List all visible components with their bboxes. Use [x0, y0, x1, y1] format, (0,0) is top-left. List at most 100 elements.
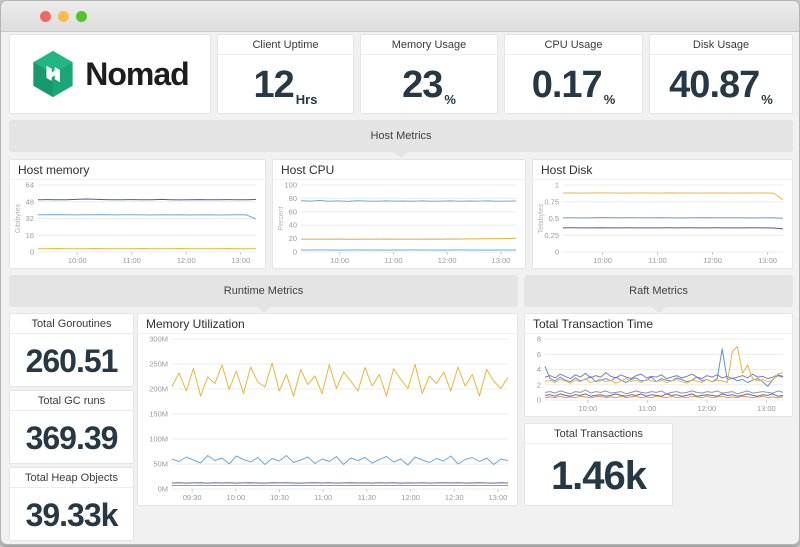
- brand-card: Nomad: [9, 34, 211, 114]
- svg-text:2: 2: [537, 380, 541, 389]
- stat-value: 40.87 %: [650, 57, 792, 113]
- svg-text:10:00: 10:00: [330, 256, 349, 265]
- stat-number: 369.39: [25, 420, 119, 456]
- chart-title: Total Transaction Time: [525, 314, 792, 334]
- nomad-logo-icon: [31, 50, 75, 98]
- minimize-window-button[interactable]: [58, 11, 69, 22]
- stat-label: Total Heap Objects: [10, 468, 133, 488]
- chart-card-memory-utilization: Memory Utilization 0M 50M 100M 150M 200M 250M…: [137, 313, 518, 506]
- svg-text:8: 8: [537, 335, 541, 344]
- stat-label: Client Uptime: [218, 35, 353, 55]
- svg-text:10:30: 10:30: [270, 493, 289, 502]
- stat-label: Disk Usage: [650, 35, 792, 55]
- svg-text:60: 60: [289, 207, 297, 216]
- brand-name: Nomad: [85, 55, 189, 92]
- svg-text:250M: 250M: [149, 360, 168, 369]
- svg-text:4: 4: [537, 365, 541, 374]
- stat-unit: %: [444, 92, 456, 107]
- svg-text:64: 64: [26, 181, 34, 190]
- stat-card-disk-usage: Disk Usage 40.87 %: [649, 34, 793, 114]
- stat-number: 39.33k: [25, 497, 119, 533]
- svg-text:200M: 200M: [149, 385, 168, 394]
- zoom-window-button[interactable]: [76, 11, 87, 22]
- stat-number: 260.51: [25, 343, 119, 379]
- svg-text:0: 0: [555, 248, 559, 257]
- stat-unit: Hrs: [295, 92, 318, 107]
- svg-text:12:00: 12:00: [177, 256, 196, 265]
- svg-text:13:00: 13:00: [758, 256, 777, 265]
- host-memory-chart-plot[interactable]: 0 16 32 48 64 Gibibytes 10:00 11:00 12:00 13:00: [12, 179, 263, 266]
- svg-text:Gibibytes: Gibibytes: [15, 203, 22, 233]
- chart-card-host-cpu: Host CPU 0 20 40 60 80 100 Percent 10:00 11:00 12…: [272, 159, 526, 269]
- stat-number: 0.17: [531, 64, 603, 106]
- stat-card-client-uptime: Client Uptime 12 Hrs: [217, 34, 354, 114]
- svg-text:Percent: Percent: [278, 206, 285, 230]
- chart-card-host-memory: Host memory 0 16 32 48 64 Gibibytes 10:00 11:00…: [9, 159, 266, 269]
- section-band-label: Runtime Metrics: [223, 285, 304, 297]
- svg-text:13:00: 13:00: [757, 404, 776, 413]
- stat-label: Total Goroutines: [10, 314, 133, 334]
- svg-text:80: 80: [289, 194, 297, 203]
- chart-title: Host CPU: [273, 160, 525, 180]
- svg-text:11:30: 11:30: [358, 493, 376, 502]
- svg-text:50M: 50M: [153, 460, 168, 469]
- svg-text:0M: 0M: [158, 485, 168, 494]
- chart-card-total-transaction-time: Total Transaction Time 0 2 4 6 8 10:00 11:00 12…: [524, 313, 793, 417]
- stat-card-memory-usage: Memory Usage 23 %: [360, 34, 498, 114]
- chart-card-host-disk: Host Disk 0 0.25 0.5 0.75 1 Tebibytes 10:00 11:…: [532, 159, 793, 269]
- svg-text:1: 1: [555, 181, 559, 190]
- chart-title: Host memory: [10, 160, 265, 180]
- stat-label: CPU Usage: [505, 35, 642, 55]
- svg-text:10:00: 10:00: [226, 493, 245, 502]
- stat-value: 12 Hrs: [218, 57, 353, 113]
- close-window-button[interactable]: [40, 11, 51, 22]
- svg-text:48: 48: [26, 197, 34, 206]
- svg-text:Tebibytes: Tebibytes: [538, 203, 545, 233]
- window-titlebar: [1, 1, 799, 32]
- stat-value: 23 %: [361, 57, 497, 113]
- svg-text:6: 6: [537, 350, 541, 359]
- svg-text:20: 20: [289, 234, 297, 243]
- svg-text:0: 0: [30, 248, 34, 257]
- stat-unit: %: [761, 92, 773, 107]
- svg-text:32: 32: [26, 214, 34, 223]
- stat-label: Total Transactions: [525, 424, 672, 444]
- chart-title: Memory Utilization: [138, 314, 517, 334]
- section-band-host-metrics: Host Metrics: [9, 120, 793, 158]
- svg-text:10:00: 10:00: [593, 256, 612, 265]
- transaction-time-chart-plot[interactable]: 0 2 4 6 8 10:00 11:00 12:00 13:00: [527, 333, 790, 414]
- chart-title: Host Disk: [533, 160, 792, 180]
- svg-text:11:00: 11:00: [638, 404, 656, 413]
- svg-text:0.75: 0.75: [544, 197, 559, 206]
- svg-text:13:00: 13:00: [489, 493, 508, 502]
- stat-value: 39.33k: [10, 490, 133, 540]
- svg-text:13:00: 13:00: [492, 256, 511, 265]
- stat-card-total-transactions: Total Transactions 1.46k: [524, 423, 673, 506]
- svg-text:10:00: 10:00: [578, 404, 597, 413]
- svg-text:0.5: 0.5: [549, 214, 559, 223]
- stat-number: 1.46k: [550, 453, 647, 498]
- section-band-runtime-metrics: Runtime Metrics: [9, 275, 518, 313]
- stat-card-total-goroutines: Total Goroutines 260.51: [9, 313, 134, 387]
- host-disk-chart-plot[interactable]: 0 0.25 0.5 0.75 1 Tebibytes 10:00 11:00 12:00 13:…: [535, 179, 790, 266]
- svg-text:11:00: 11:00: [648, 256, 666, 265]
- svg-text:12:00: 12:00: [703, 256, 722, 265]
- stat-number: 23: [402, 64, 443, 106]
- svg-text:13:00: 13:00: [231, 256, 250, 265]
- stat-label: Memory Usage: [361, 35, 497, 55]
- memory-utilization-chart-plot[interactable]: 0M 50M 100M 150M 200M 250M 300M 09:30 10:00 10:30…: [140, 333, 515, 503]
- svg-text:11:00: 11:00: [384, 256, 402, 265]
- stat-value: 1.46k: [525, 446, 672, 505]
- host-cpu-chart-plot[interactable]: 0 20 40 60 80 100 Percent 10:00 11:00 12:00 13:00: [275, 179, 523, 266]
- svg-text:100: 100: [284, 181, 297, 190]
- svg-text:16: 16: [26, 231, 34, 240]
- stat-card-cpu-usage: CPU Usage 0.17 %: [504, 34, 643, 114]
- svg-text:10:00: 10:00: [68, 256, 87, 265]
- svg-text:0.25: 0.25: [544, 231, 559, 240]
- stat-card-total-gc-runs: Total GC runs 369.39: [9, 390, 134, 464]
- svg-text:0: 0: [537, 396, 541, 405]
- stat-number: 12: [253, 64, 295, 106]
- section-band-label: Host Metrics: [370, 130, 432, 142]
- svg-text:12:00: 12:00: [401, 493, 420, 502]
